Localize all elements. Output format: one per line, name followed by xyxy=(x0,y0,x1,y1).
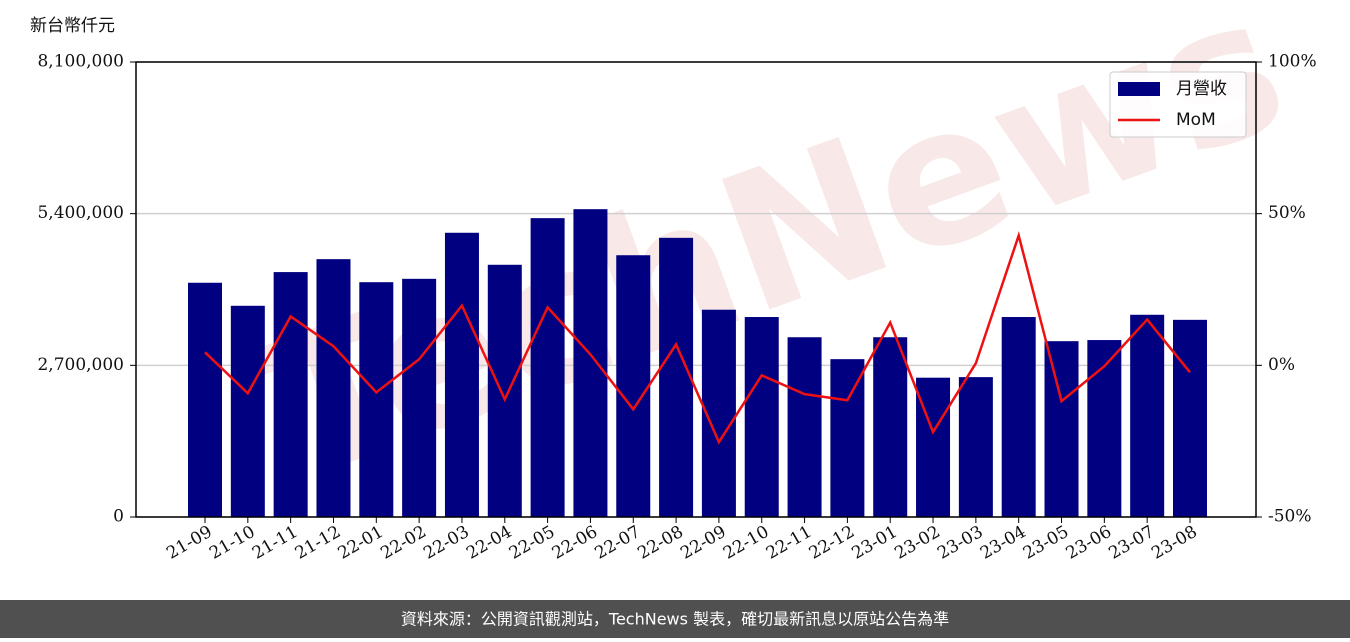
plot-frame xyxy=(135,61,1257,518)
bar xyxy=(530,218,565,517)
line xyxy=(204,231,1191,445)
bar xyxy=(958,377,993,517)
bar xyxy=(616,255,651,518)
legend-label: 月營收 xyxy=(1176,79,1227,99)
x-tick-label: 22-12 xyxy=(806,522,858,564)
x-tick-label: 23-02 xyxy=(891,522,943,564)
bar xyxy=(1044,341,1079,517)
x-tick-label: 22-09 xyxy=(677,522,729,564)
bar xyxy=(316,259,351,517)
x-tick-label: 22-01 xyxy=(335,522,387,564)
y2-tick-label: -50% xyxy=(1268,507,1312,527)
x-tick-label: 23-05 xyxy=(1020,522,1072,564)
bar xyxy=(573,209,608,517)
x-tick-label: 22-07 xyxy=(592,522,644,564)
bar xyxy=(402,278,437,517)
y2-tick-label: 100% xyxy=(1268,52,1317,72)
bar xyxy=(1001,317,1036,517)
bar xyxy=(1087,340,1122,517)
y2-tick-label: 50% xyxy=(1268,203,1306,223)
x-tick-label: 22-06 xyxy=(549,522,601,564)
x-tick-label: 22-11 xyxy=(763,522,815,564)
legend-swatch xyxy=(1118,82,1160,96)
legend-label: MoM xyxy=(1176,110,1216,130)
y2-tick-label: 0% xyxy=(1268,355,1295,375)
y-axis-label: 新台幣仟元 xyxy=(30,16,115,36)
x-tick-label: 22-04 xyxy=(463,522,515,564)
x-tick-label: 23-03 xyxy=(934,522,986,564)
x-tick-label: 21-10 xyxy=(206,522,258,564)
x-tick-label: 21-11 xyxy=(249,522,301,564)
bar xyxy=(230,305,265,517)
bar xyxy=(787,337,822,517)
bar xyxy=(444,232,479,517)
x-tick-label: 23-08 xyxy=(1148,522,1200,564)
y-tick-label: 5,400,000 xyxy=(37,203,124,223)
bar xyxy=(744,317,779,517)
y-tick-label: 0 xyxy=(113,507,124,527)
bar xyxy=(830,359,865,517)
bar xyxy=(359,282,394,517)
bar xyxy=(659,237,694,517)
bar xyxy=(273,272,308,517)
x-tick-label: 22-08 xyxy=(634,522,686,564)
x-tick-label: 21-09 xyxy=(163,522,215,564)
y-tick-label: 8,100,000 xyxy=(37,52,124,72)
footer-bar xyxy=(0,600,1350,638)
footer-text: 資料來源：公開資訊觀測站，TechNews 製表，確切最新訊息以原站公告為準 xyxy=(401,610,949,629)
x-tick-label: 21-12 xyxy=(292,522,344,564)
x-tick-label: 22-05 xyxy=(506,522,558,564)
bar xyxy=(188,282,222,517)
x-tick-label: 23-07 xyxy=(1105,522,1157,564)
y-tick-label: 2,700,000 xyxy=(37,355,124,375)
x-tick-label: 23-04 xyxy=(977,522,1029,564)
x-tick-label: 22-02 xyxy=(377,522,429,564)
x-tick-label: 22-10 xyxy=(720,522,772,564)
bar xyxy=(873,337,908,517)
x-tick-label: 22-03 xyxy=(420,522,472,564)
bar xyxy=(1130,314,1165,517)
bar xyxy=(1173,319,1207,517)
x-tick-label: 23-01 xyxy=(849,522,901,564)
x-tick-label: 23-06 xyxy=(1063,522,1115,564)
bar xyxy=(487,264,522,517)
